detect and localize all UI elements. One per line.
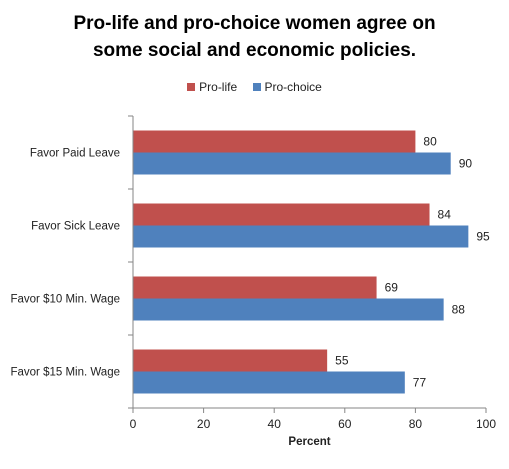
data-label-pro-choice-favor-sick-leave: 95 — [476, 230, 490, 244]
data-label-pro-life-favor-10-min-wage: 69 — [385, 281, 399, 295]
x-tick-label-100: 100 — [476, 417, 496, 431]
bar-pro-choice-favor-10-min-wage — [133, 298, 444, 321]
chart-legend: Pro-life Pro-choice — [0, 80, 509, 94]
legend-swatch-pro-life — [187, 83, 196, 91]
bar-pro-life-favor-sick-leave — [133, 203, 430, 226]
bar-pro-choice-favor-paid-leave — [133, 152, 451, 175]
x-tick-label-0: 0 — [130, 417, 137, 431]
category-label-favor-15-min-wage: Favor $15 Min. Wage — [10, 367, 120, 379]
bar-pro-life-favor-paid-leave — [133, 130, 416, 153]
category-label-favor-10-min-wage: Favor $10 Min. Wage — [10, 294, 120, 306]
category-label-favor-paid-leave: Favor Paid Leave — [30, 148, 120, 160]
legend-item-pro-choice: Pro-choice — [252, 80, 322, 94]
legend-item-pro-life: Pro-life — [187, 80, 237, 94]
bar-pro-life-favor-15-min-wage — [133, 349, 328, 372]
data-label-pro-life-favor-sick-leave: 84 — [438, 208, 452, 222]
legend-swatch-pro-choice — [252, 83, 261, 91]
chart-title: Pro-life and pro-choice women agree on s… — [0, 10, 509, 64]
bar-pro-choice-favor-sick-leave — [133, 225, 469, 248]
x-tick-label-40: 40 — [268, 417, 282, 431]
x-axis-title: Percent — [288, 436, 330, 448]
x-tick-label-60: 60 — [338, 417, 352, 431]
bar-pro-life-favor-10-min-wage — [133, 276, 377, 299]
bar-pro-choice-favor-15-min-wage — [133, 371, 405, 394]
chart-title-line-1: Pro-life and pro-choice women agree on — [73, 13, 436, 34]
data-label-pro-choice-favor-10-min-wage: 88 — [452, 303, 466, 317]
data-label-pro-choice-favor-paid-leave: 90 — [459, 157, 473, 171]
data-label-pro-life-favor-15-min-wage: 55 — [335, 354, 349, 368]
legend-label-pro-choice: Pro-choice — [264, 80, 322, 94]
category-label-favor-sick-leave: Favor Sick Leave — [31, 221, 120, 233]
x-tick-label-80: 80 — [409, 417, 423, 431]
chart-title-line-2: some social and economic policies. — [92, 40, 417, 61]
x-tick-label-20: 20 — [197, 417, 211, 431]
data-label-pro-choice-favor-15-min-wage: 77 — [413, 376, 427, 390]
data-label-pro-life-favor-paid-leave: 80 — [423, 135, 437, 149]
legend-label-pro-life: Pro-life — [199, 80, 238, 94]
